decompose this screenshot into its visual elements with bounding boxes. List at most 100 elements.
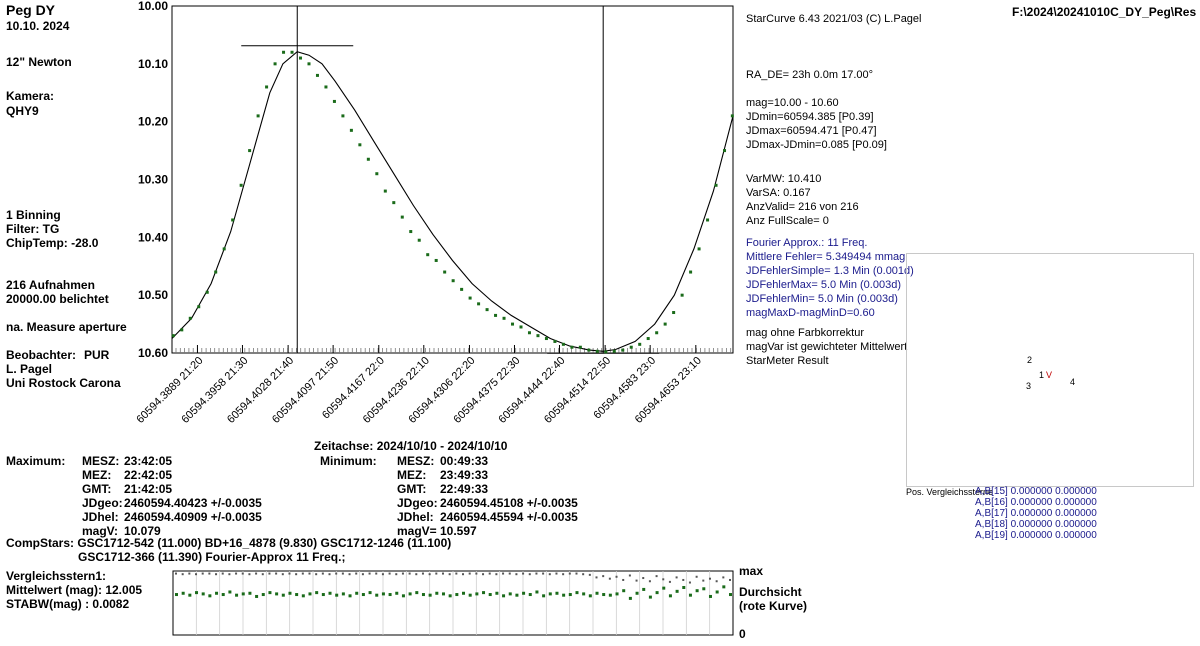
data-point	[595, 349, 599, 353]
minimum-row-label: JDgeo:	[397, 496, 438, 510]
transparency-point	[668, 580, 671, 583]
data-point	[511, 322, 515, 326]
comp-point	[475, 592, 479, 596]
data-point	[536, 334, 540, 338]
comp-point	[308, 592, 312, 596]
comp-point	[575, 591, 579, 595]
data-point	[349, 128, 353, 132]
comp-point	[221, 593, 225, 597]
comp-point	[341, 592, 345, 596]
ab-row-18: A,B[18] 0.000000 0.000000	[975, 519, 1097, 530]
y-tick-label: 10.60	[138, 346, 168, 360]
data-point	[494, 313, 498, 317]
software-label: StarCurve 6.43 2021/03 (C) L.Pagel	[746, 13, 922, 25]
transparency-point	[522, 572, 525, 575]
y-tick-label: 10.10	[138, 57, 168, 71]
observer-name: L. Pagel	[6, 362, 53, 376]
fourier-line-3: JDFehlerSimple= 1.3 Min (0.001d)	[746, 265, 914, 277]
comp-point	[375, 593, 379, 597]
maximum-row-label: magV:	[82, 524, 119, 538]
comp-point	[602, 593, 606, 597]
obs-date: 10.10. 2024	[6, 19, 70, 33]
data-point	[544, 337, 548, 341]
light-curve-chart: 10.0010.1010.2010.3010.4010.5010.6060594…	[134, 0, 734, 426]
data-point	[689, 270, 693, 274]
comp-point	[522, 591, 526, 595]
transparency-point	[408, 572, 411, 575]
vergleich-mean: Mittelwert (mag): 12.005	[6, 583, 143, 597]
transparency-point	[401, 572, 404, 575]
data-point	[171, 334, 175, 338]
data-point	[307, 62, 311, 66]
zero-label: 0	[739, 627, 746, 641]
vergleich-title: Vergleichsstern1:	[6, 569, 107, 583]
comp-label-2: 2	[1027, 355, 1033, 365]
comp-point	[408, 592, 412, 596]
transparency-point	[608, 577, 611, 580]
comp-point	[688, 593, 692, 597]
comp-point	[261, 593, 265, 597]
minimum-row-label: magV=	[397, 524, 437, 538]
maximum-row-value: 22:42:05	[124, 468, 173, 482]
data-point	[417, 238, 421, 242]
transparency-point	[241, 572, 244, 575]
transparency-point	[715, 580, 718, 583]
comp-point	[235, 593, 239, 597]
transparency-point	[295, 573, 298, 576]
data-point	[604, 350, 608, 354]
data-point	[730, 114, 734, 118]
comp-label-3: 3	[1026, 381, 1032, 391]
comp-point	[555, 591, 559, 595]
transparency-point	[195, 573, 198, 576]
transparency-point	[622, 578, 625, 581]
data-point	[477, 302, 481, 306]
transparency-point	[635, 579, 638, 582]
minimum-row-value: 10.597	[440, 524, 477, 538]
comp-point	[675, 589, 679, 593]
anz-fullscale: Anz FullScale= 0	[746, 215, 829, 227]
comp-point	[488, 593, 492, 597]
comp-point	[255, 594, 259, 598]
transparency-point	[729, 578, 731, 581]
data-point	[299, 56, 303, 60]
transparency-point	[375, 572, 378, 575]
data-point	[663, 322, 667, 326]
data-point	[723, 149, 727, 153]
comp-point	[548, 592, 552, 596]
transparency-point	[288, 572, 291, 575]
comp-point	[588, 594, 592, 598]
comp-point	[188, 593, 192, 597]
transparency-point	[235, 572, 238, 575]
transparency-point	[582, 573, 585, 576]
data-point	[282, 50, 286, 54]
ab-row-17: A,B[17] 0.000000 0.000000	[975, 508, 1097, 519]
transparency-point	[615, 575, 618, 578]
transparency-point	[655, 575, 658, 578]
transparency-point	[355, 572, 358, 575]
comp-point	[702, 587, 706, 591]
fourier-line-5: JDFehlerMin= 5.0 Min (0.003d)	[746, 293, 898, 305]
maximum-row-label: GMT:	[82, 482, 112, 496]
data-point	[239, 183, 243, 187]
comp-point	[328, 591, 332, 595]
star-name: Peg DY	[6, 2, 56, 18]
comp-point	[622, 589, 626, 593]
data-point	[468, 296, 472, 300]
data-point	[214, 270, 218, 274]
transparency-point	[308, 572, 311, 575]
mag-range: mag=10.00 - 10.60	[746, 97, 839, 109]
data-point	[612, 349, 616, 353]
maximum-row-value: 2460594.40909 +/-0.0035	[124, 510, 262, 524]
filter: Filter: TG	[6, 222, 60, 236]
maximum-row-value: 23:42:05	[124, 454, 173, 468]
comp-label-v: V	[1046, 370, 1053, 380]
institution: Uni Rostock Carona	[6, 376, 121, 390]
data-point	[315, 73, 319, 77]
transparency-point	[682, 578, 685, 581]
data-point	[714, 183, 718, 187]
comp-point	[241, 592, 245, 596]
comp-point	[421, 593, 425, 597]
data-point	[655, 331, 659, 335]
varmw: VarMW: 10.410	[746, 173, 822, 185]
transparency-point	[321, 572, 324, 575]
